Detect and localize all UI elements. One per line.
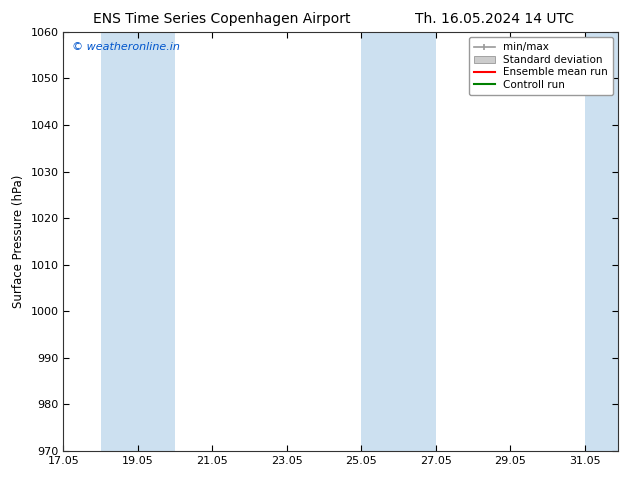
Text: Th. 16.05.2024 14 UTC: Th. 16.05.2024 14 UTC [415, 12, 574, 26]
Bar [138, 32, 175, 451]
Legend: min/max, Standard deviation, Ensemble mean run, Controll run: min/max, Standard deviation, Ensemble me… [469, 37, 613, 95]
Bar [585, 32, 618, 451]
Text: © weatheronline.in: © weatheronline.in [72, 42, 179, 52]
Bar [361, 32, 399, 451]
Bar [399, 32, 436, 451]
Y-axis label: Surface Pressure (hPa): Surface Pressure (hPa) [12, 174, 25, 308]
Text: ENS Time Series Copenhagen Airport: ENS Time Series Copenhagen Airport [93, 12, 351, 26]
Bar [101, 32, 138, 451]
